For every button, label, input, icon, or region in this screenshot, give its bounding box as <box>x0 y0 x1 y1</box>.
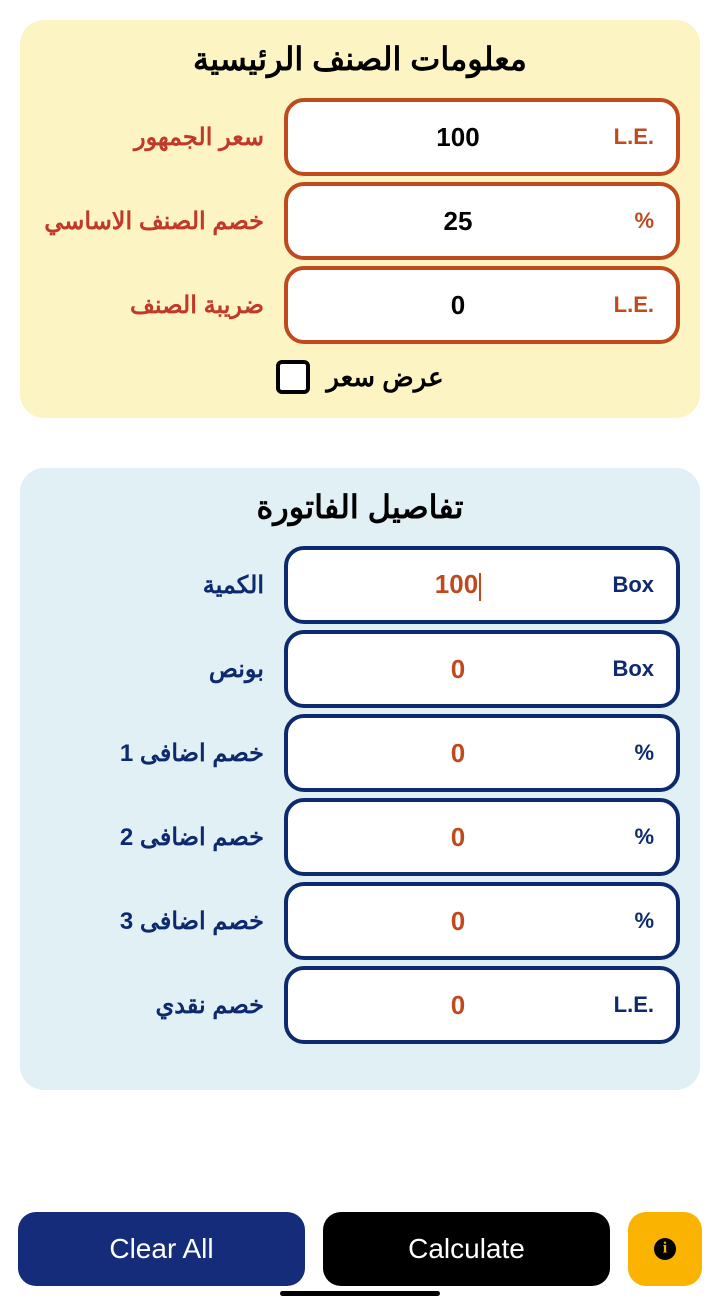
extra-discount-3-label: خصم اضافى 3 <box>40 907 270 936</box>
extra-discount-3-row: خصم اضافى 3 0 % <box>40 882 680 960</box>
cash-discount-value: 0 <box>310 990 606 1021</box>
public-price-value: 100 <box>310 122 606 153</box>
extra-discount-3-value: 0 <box>310 906 606 937</box>
base-discount-row: خصم الصنف الاساسي 25 % <box>40 182 680 260</box>
extra-discount-2-label: خصم اضافى 2 <box>40 823 270 852</box>
info-icon <box>654 1238 676 1260</box>
extra-discount-1-row: خصم اضافى 1 0 % <box>40 714 680 792</box>
price-offer-checkbox[interactable] <box>276 360 310 394</box>
extra-discount-2-unit: % <box>606 824 654 850</box>
cash-discount-input-box[interactable]: 0 L.E. <box>284 966 680 1044</box>
bottom-action-bar: Clear All Calculate <box>0 1212 720 1286</box>
extra-discount-2-value: 0 <box>310 822 606 853</box>
info-button[interactable] <box>628 1212 702 1286</box>
extra-discount-1-label: خصم اضافى 1 <box>40 739 270 768</box>
bonus-row: بونص 0 Box <box>40 630 680 708</box>
cash-discount-row: خصم نقدي 0 L.E. <box>40 966 680 1044</box>
bonus-label: بونص <box>40 655 270 684</box>
main-info-card: معلومات الصنف الرئيسية سعر الجمهور 100 L… <box>20 20 700 418</box>
tax-value: 0 <box>310 290 606 321</box>
cash-discount-unit: L.E. <box>606 992 654 1018</box>
quantity-unit: Box <box>606 572 654 598</box>
price-offer-row: عرض سعر <box>40 360 680 394</box>
bonus-unit: Box <box>606 656 654 682</box>
clear-all-button[interactable]: Clear All <box>18 1212 305 1286</box>
home-indicator <box>280 1291 440 1296</box>
quantity-value: 100 <box>310 569 606 600</box>
extra-discount-1-input-box[interactable]: 0 % <box>284 714 680 792</box>
invoice-details-title: تفاصيل الفاتورة <box>40 488 680 526</box>
bonus-input-box[interactable]: 0 Box <box>284 630 680 708</box>
calculate-button[interactable]: Calculate <box>323 1212 610 1286</box>
bonus-value: 0 <box>310 654 606 685</box>
tax-unit: L.E. <box>606 292 654 318</box>
public-price-unit: L.E. <box>606 124 654 150</box>
extra-discount-2-input-box[interactable]: 0 % <box>284 798 680 876</box>
quantity-row: الكمية 100 Box <box>40 546 680 624</box>
base-discount-input-box[interactable]: 25 % <box>284 182 680 260</box>
public-price-row: سعر الجمهور 100 L.E. <box>40 98 680 176</box>
base-discount-label: خصم الصنف الاساسي <box>40 207 270 236</box>
extra-discount-2-row: خصم اضافى 2 0 % <box>40 798 680 876</box>
price-offer-label: عرض سعر <box>326 362 443 393</box>
tax-label: ضريبة الصنف <box>40 291 270 320</box>
tax-row: ضريبة الصنف 0 L.E. <box>40 266 680 344</box>
extra-discount-1-unit: % <box>606 740 654 766</box>
cash-discount-label: خصم نقدي <box>40 991 270 1020</box>
invoice-details-card: تفاصيل الفاتورة الكمية 100 Box بونص 0 Bo… <box>20 468 700 1090</box>
extra-discount-3-input-box[interactable]: 0 % <box>284 882 680 960</box>
public-price-label: سعر الجمهور <box>40 123 270 152</box>
extra-discount-3-unit: % <box>606 908 654 934</box>
base-discount-value: 25 <box>310 206 606 237</box>
base-discount-unit: % <box>606 208 654 234</box>
tax-input-box[interactable]: 0 L.E. <box>284 266 680 344</box>
public-price-input-box[interactable]: 100 L.E. <box>284 98 680 176</box>
main-info-title: معلومات الصنف الرئيسية <box>40 40 680 78</box>
quantity-label: الكمية <box>40 571 270 600</box>
extra-discount-1-value: 0 <box>310 738 606 769</box>
quantity-input-box[interactable]: 100 Box <box>284 546 680 624</box>
